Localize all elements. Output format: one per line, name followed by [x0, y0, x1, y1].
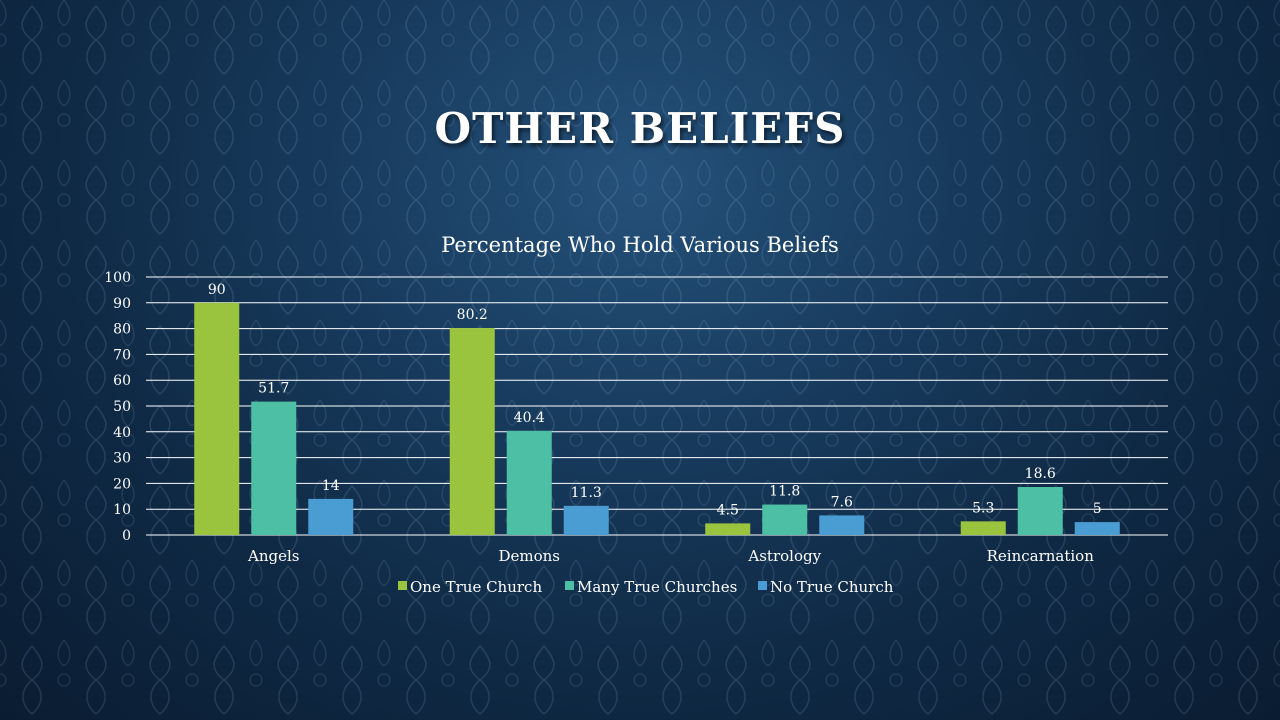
data-label: 51.7: [258, 381, 289, 397]
y-tick-label: 100: [104, 270, 131, 286]
y-tick-label: 50: [113, 399, 131, 415]
bar: [563, 505, 609, 535]
chart-title: Percentage Who Hold Various Beliefs: [441, 233, 839, 257]
bar: [762, 504, 808, 535]
slide-title: OTHER BELIEFS: [434, 104, 846, 153]
bars: [194, 302, 1120, 535]
y-tick-label: 20: [113, 476, 131, 492]
bar: [1074, 522, 1120, 535]
y-tick-label: 60: [113, 373, 131, 389]
bar: [251, 401, 297, 535]
bar: [1017, 487, 1063, 535]
data-label: 90: [208, 282, 226, 298]
bar: [960, 521, 1006, 535]
y-tick-label: 80: [113, 322, 131, 338]
legend-swatch: [758, 581, 767, 590]
y-tick-label: 0: [122, 528, 131, 544]
y-tick-label: 90: [113, 296, 131, 312]
x-tick-label: Astrology: [747, 547, 821, 565]
data-labels: 90 51.7 14 80.2 40.4 11.3 4.5 11.8 7.6 5.3 18.6 5: [208, 282, 1102, 519]
x-axis-ticks: Angels Demons Astrology Reincarnation: [247, 547, 1094, 565]
legend-swatch: [398, 581, 407, 590]
data-label: 18.6: [1025, 466, 1056, 482]
data-label: 5.3: [972, 500, 994, 516]
gridlines: [146, 276, 1168, 536]
legend-label: Many True Churches: [577, 578, 737, 596]
data-label: 11.3: [571, 485, 602, 501]
data-label: 4.5: [717, 502, 739, 518]
data-label: 11.8: [769, 484, 800, 500]
y-axis-ticks: 0 10 20 30 40 50 60 70 80 90 100: [104, 270, 131, 544]
legend-label: No True Church: [770, 578, 894, 596]
x-tick-label: Demons: [498, 547, 560, 565]
y-tick-label: 70: [113, 347, 131, 363]
data-label: 40.4: [514, 410, 545, 426]
data-label: 7.6: [831, 494, 853, 510]
bar: [819, 515, 865, 535]
y-tick-label: 30: [113, 451, 131, 467]
x-tick-label: Angels: [247, 547, 299, 565]
legend-swatch: [565, 581, 574, 590]
legend-label: One True Church: [410, 578, 542, 596]
bar: [449, 328, 495, 535]
legend: One True Church Many True Churches No True…: [398, 578, 894, 596]
data-label: 14: [322, 478, 340, 494]
bar: [194, 302, 240, 535]
y-tick-label: 10: [113, 502, 131, 518]
bar: [705, 523, 751, 535]
bar: [308, 498, 354, 535]
data-label: 5: [1093, 501, 1102, 517]
bar: [506, 430, 552, 535]
x-tick-label: Reincarnation: [987, 547, 1095, 565]
y-tick-label: 40: [113, 425, 131, 441]
data-label: 80.2: [457, 307, 488, 323]
